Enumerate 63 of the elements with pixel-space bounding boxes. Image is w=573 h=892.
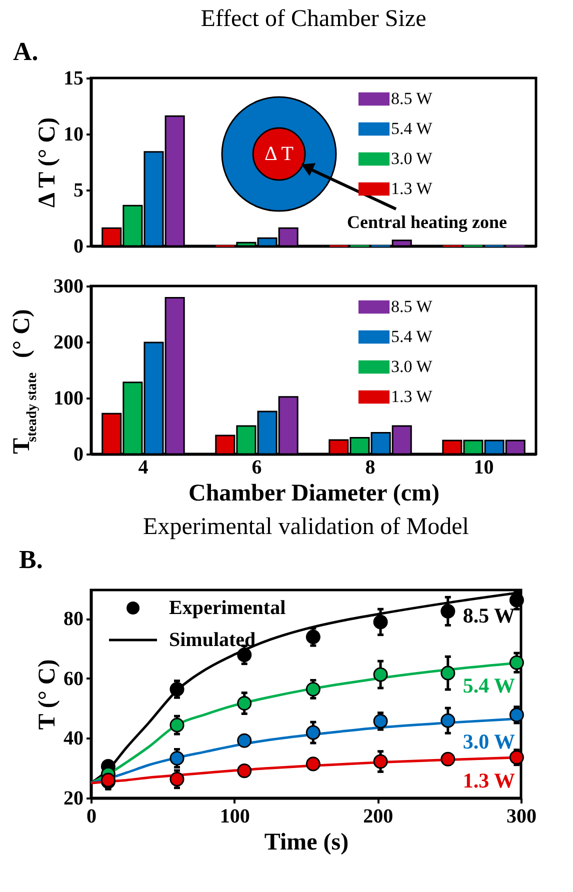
- y-tick-label: 80: [64, 608, 84, 630]
- point: [509, 708, 524, 722]
- point: [373, 714, 388, 728]
- chart-title: Experimental validation of Model: [143, 514, 470, 540]
- point: [237, 648, 252, 662]
- text: A.: [13, 37, 38, 66]
- point: [237, 733, 252, 748]
- x-tick-label: 8: [365, 456, 376, 478]
- point: [306, 630, 320, 644]
- point: [170, 718, 184, 732]
- y-tick-label: 0: [74, 236, 84, 258]
- x-tick-label: 4: [138, 456, 148, 478]
- x-tick-label: 300: [506, 806, 536, 828]
- point: [306, 756, 320, 772]
- y-tick-label: 40: [64, 728, 84, 750]
- y-axis-title: Tsteady state (° C): [9, 309, 40, 454]
- point: [440, 666, 456, 680]
- text: B.: [19, 545, 43, 574]
- y-axis-title: T (° C): [34, 659, 60, 730]
- x-axis-title: Chamber Diameter (cm): [188, 480, 440, 506]
- y-tick-label: 15: [64, 68, 84, 90]
- point: [373, 667, 388, 682]
- point: [373, 614, 388, 630]
- y-axis-title: Δ T (° C): [34, 117, 60, 208]
- x-tick-label: 6: [252, 456, 262, 478]
- legend-label: Experimental: [169, 597, 286, 619]
- legend-label: 5.4 W: [391, 327, 434, 346]
- y-tick-label: 10: [64, 124, 84, 146]
- annotation: 3.0 W: [462, 730, 515, 754]
- y-tick-label: 200: [54, 332, 84, 354]
- point: [237, 696, 252, 711]
- chart-title: Effect of Chamber Size: [200, 6, 426, 32]
- legend-label: 8.5 W: [391, 297, 434, 316]
- point: [440, 604, 456, 618]
- point: [306, 725, 320, 740]
- legend-label: 5.4 W: [391, 119, 434, 138]
- point: [509, 655, 524, 670]
- y-tick-label: 60: [64, 668, 84, 690]
- x-axis-title: Time (s): [264, 830, 349, 856]
- y-tick-label: 5: [74, 180, 84, 202]
- legend-label: Simulated: [169, 629, 256, 651]
- y-tick-label: 20: [64, 788, 84, 810]
- annotation: 1.3 W: [462, 768, 515, 792]
- point: [440, 752, 456, 766]
- point: [237, 764, 252, 778]
- point: [306, 682, 320, 696]
- legend-label: 3.0 W: [391, 149, 434, 168]
- legend-label: 1.3 W: [391, 179, 434, 198]
- annotation: 5.4 W: [462, 674, 515, 698]
- legend-label: 1.3 W: [391, 387, 434, 406]
- legend-label: 3.0 W: [391, 357, 434, 376]
- y-tick-label: 300: [54, 276, 84, 298]
- point: [373, 754, 388, 769]
- point: [509, 750, 524, 765]
- x-tick-label: 200: [363, 806, 394, 828]
- y-tick-label: 100: [54, 388, 84, 410]
- x-tick-label: 100: [220, 806, 250, 828]
- x-tick-label: 10: [474, 456, 494, 478]
- annotation: 8.5 W: [462, 603, 515, 628]
- point: [440, 713, 456, 728]
- legend-label: 8.5 W: [391, 89, 434, 108]
- annotation: Central heating zone: [347, 212, 507, 232]
- point: [170, 682, 184, 696]
